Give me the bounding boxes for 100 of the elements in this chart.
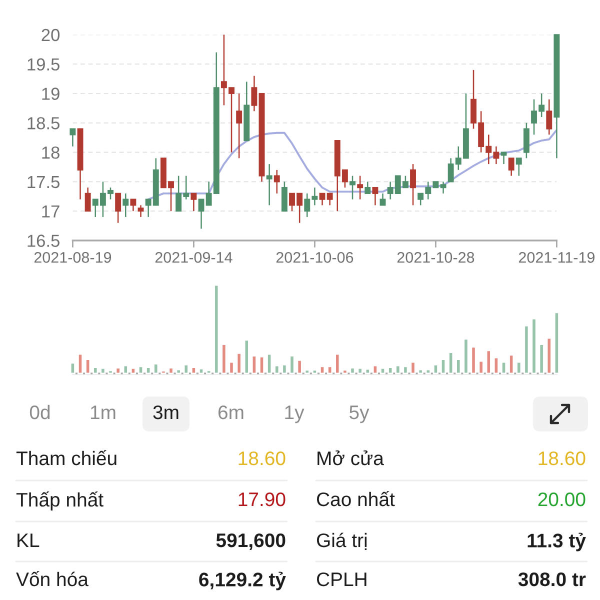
bar [108, 370, 114, 374]
bar [538, 344, 544, 374]
bar [516, 361, 522, 374]
text: 20.00 [538, 492, 586, 506]
text: 18.60 [238, 451, 286, 466]
y-tick-label: 18.5 [28, 117, 60, 130]
text: Thấp nhất [16, 492, 104, 510]
bar [319, 366, 326, 374]
candlestick [70, 128, 76, 148]
bar [153, 363, 159, 374]
bar [70, 362, 76, 374]
bar [85, 358, 91, 374]
bar [312, 369, 318, 374]
bar [327, 366, 333, 374]
bar [508, 354, 514, 374]
x-tick-label: 2021-08-19 [34, 252, 112, 263]
bar [432, 364, 438, 374]
x-tick-label: 2021-09-14 [155, 252, 232, 263]
text: 0d [30, 404, 50, 420]
candlestick [523, 122, 530, 159]
candlestick [410, 163, 416, 206]
bar [138, 366, 144, 374]
candlestick [319, 192, 326, 206]
bar [342, 369, 348, 374]
candlestick [138, 204, 144, 218]
y-tick-label: 19.5 [28, 58, 60, 71]
candlestick [380, 192, 386, 206]
text: 1y [285, 406, 304, 424]
candlestick [357, 175, 364, 200]
text: Cao nhất [316, 491, 395, 506]
y-tick-label: 20 [42, 28, 60, 42]
candlestick [115, 192, 122, 224]
text: KL [18, 534, 40, 548]
text: 308.0 tr [518, 572, 586, 586]
x-tick-label: 2021-10-28 [397, 252, 474, 263]
text: Giá trị [316, 532, 367, 550]
candlestick [236, 92, 242, 159]
bar [388, 366, 394, 374]
bar [168, 367, 174, 374]
candlestick [364, 181, 371, 194]
bar [221, 344, 227, 374]
candlestick [190, 192, 197, 212]
bar [334, 353, 340, 374]
text: 6m [218, 405, 244, 420]
bar [266, 353, 272, 374]
bar [146, 366, 152, 374]
bar [395, 364, 401, 374]
bar [546, 337, 552, 374]
bar [364, 368, 370, 374]
bar [350, 367, 356, 374]
candlestick [508, 158, 514, 176]
text: 11.3 tỷ [528, 532, 586, 552]
candlestick [84, 186, 91, 212]
bar [198, 368, 204, 374]
bar [554, 312, 560, 374]
bar [470, 346, 476, 374]
bar [500, 361, 507, 374]
bar [486, 350, 492, 374]
bar [402, 366, 408, 374]
text: Vốn hóa [16, 571, 88, 586]
text: 6,129.2 tỷ [199, 572, 286, 590]
y-tick-label: 17 [42, 205, 60, 218]
bar [251, 355, 257, 374]
text: CPLH [316, 572, 366, 586]
bar [214, 284, 220, 374]
bar [100, 367, 106, 374]
candlestick [500, 152, 507, 165]
bar [410, 361, 416, 374]
bar [190, 366, 196, 374]
bar [463, 338, 469, 374]
x-tick-label: 2021-11-19 [518, 252, 594, 263]
bar [160, 370, 166, 374]
bar [244, 339, 250, 374]
candlestick [372, 186, 378, 206]
candlestick [274, 169, 280, 194]
bar [130, 367, 136, 374]
bar [289, 355, 295, 374]
y-tick-label: 19 [42, 88, 60, 100]
bar [92, 366, 98, 374]
bar [493, 356, 499, 374]
bar [176, 368, 182, 374]
bar [531, 318, 537, 374]
bar [380, 367, 386, 374]
text: 591,600 [216, 533, 286, 550]
y-tick-label: 16.5 [28, 234, 60, 247]
candlestick [326, 192, 333, 206]
text: 17.90 [238, 492, 286, 506]
bar [425, 368, 431, 374]
candlestick [350, 175, 356, 200]
bar [282, 364, 288, 374]
bar [372, 364, 378, 374]
text: 5y [350, 406, 370, 424]
candlestick [251, 75, 258, 112]
candlestick [266, 163, 272, 206]
x-tick-label: 2021-10-06 [276, 252, 354, 263]
candlestick [198, 198, 204, 230]
candlestick [130, 198, 136, 212]
candlestick [516, 158, 522, 176]
bar [274, 364, 280, 374]
candlestick [440, 181, 446, 194]
